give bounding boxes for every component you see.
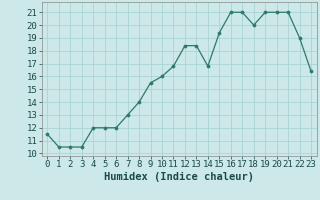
X-axis label: Humidex (Indice chaleur): Humidex (Indice chaleur) [104, 172, 254, 182]
